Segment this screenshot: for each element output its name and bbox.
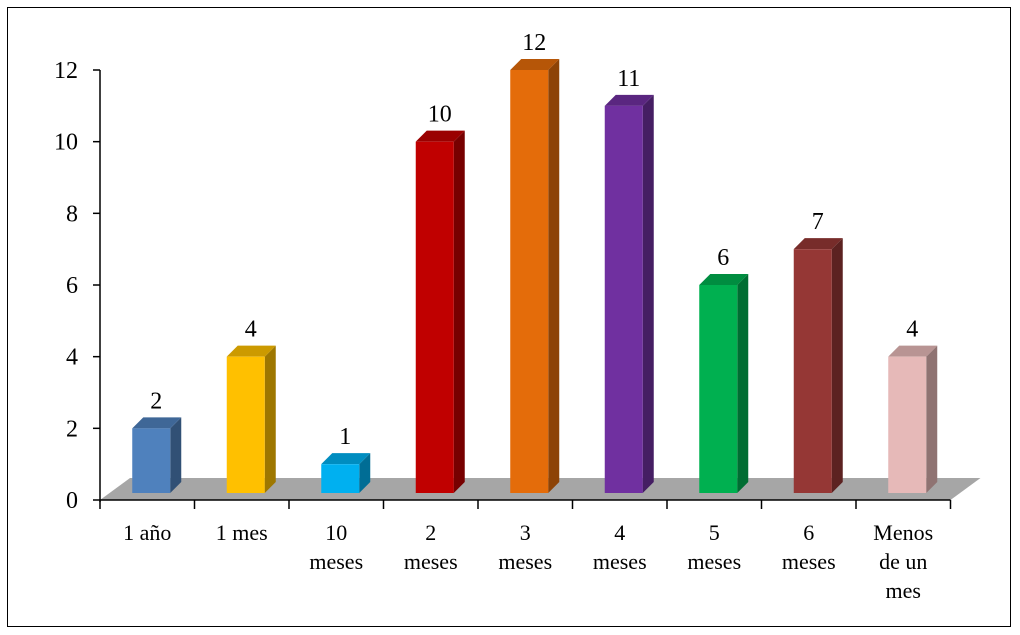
data-label: 4	[906, 317, 918, 343]
x-tick-label-line: meses	[309, 549, 363, 574]
bar	[793, 238, 843, 493]
bar-top	[510, 59, 560, 70]
x-tick-label-line: 1 año	[123, 520, 171, 545]
bar-side	[170, 417, 182, 493]
bar	[604, 94, 654, 493]
bar	[321, 453, 371, 493]
x-tick-label: 5 meses	[687, 520, 741, 574]
x-tick-label-line: 2	[425, 520, 436, 545]
bar-front	[604, 105, 643, 493]
bar	[226, 345, 276, 493]
x-tick-label: 3 meses	[498, 520, 552, 574]
data-label: 12	[522, 30, 546, 56]
bar-top	[321, 453, 371, 465]
bar-side	[737, 274, 749, 493]
x-tick-label-line: meses	[782, 549, 836, 574]
x-tick-label-line: de un	[879, 549, 927, 574]
y-tick-label: 8	[66, 201, 78, 227]
data-label: 4	[245, 317, 257, 343]
x-tick-label: 1 año	[123, 520, 171, 545]
bars	[132, 59, 938, 493]
chart-frame	[7, 7, 1011, 627]
bar-front	[699, 285, 738, 493]
bar	[415, 130, 465, 493]
x-tick-label-line: 1 mes	[216, 520, 268, 545]
bar-top	[415, 130, 465, 142]
x-tick-label-line: 5	[709, 520, 720, 545]
bar	[699, 274, 749, 493]
bar-top	[699, 274, 749, 285]
x-tick-label: 4 meses	[593, 520, 647, 574]
x-tick-label-line: meses	[593, 549, 647, 574]
y-tick-label: 6	[66, 273, 78, 299]
bar-front	[132, 428, 171, 493]
x-tick-label-line: meses	[687, 549, 741, 574]
bar-side	[359, 453, 371, 493]
bar-front	[226, 356, 265, 493]
y-tick-label: 12	[54, 58, 78, 84]
data-label: 6	[717, 245, 729, 271]
data-label: 7	[812, 209, 824, 235]
y-tick-label: 0	[66, 488, 78, 514]
bar-top	[888, 345, 938, 357]
bar-top	[604, 94, 654, 106]
data-label: 10	[428, 102, 452, 128]
bar-side	[548, 59, 560, 493]
x-tick-label: 1 mes	[216, 520, 268, 545]
data-label: 2	[150, 388, 162, 414]
bar-side	[642, 94, 654, 493]
bar-side	[831, 238, 843, 493]
bar-side	[453, 130, 465, 493]
y-tick-label: 10	[54, 130, 78, 156]
bar-front	[888, 356, 927, 493]
bar-top	[132, 417, 182, 429]
x-tick-label: 6 meses	[782, 520, 836, 574]
bar-front	[415, 141, 454, 493]
x-tick-label-line: 6	[803, 520, 814, 545]
x-tick-label-line: Menos	[873, 520, 933, 545]
x-tick-label-line: 10	[325, 520, 347, 545]
x-tick-label: 2 meses	[404, 520, 458, 574]
data-label: 11	[617, 66, 640, 92]
data-label: 1	[339, 424, 351, 450]
y-tick-label: 4	[66, 345, 78, 371]
y-tick-label: 2	[66, 416, 78, 442]
bar-top	[226, 345, 276, 357]
bar-side	[264, 345, 276, 493]
bar	[888, 345, 938, 493]
x-tick-label-line: meses	[498, 549, 552, 574]
x-tick-label-line: 3	[520, 520, 531, 545]
x-tick-label: Menos de un mes	[873, 520, 933, 603]
bar-front	[510, 70, 549, 493]
x-tick-label-line: meses	[404, 549, 458, 574]
bar-side	[926, 345, 938, 493]
x-tick-label-line: mes	[886, 578, 921, 603]
bar-top	[793, 238, 843, 250]
bar-front	[321, 464, 360, 493]
labels: 2 4 1 10 12 11 6 7 4 1 año 1 mes 10 meses 2 meses 3 mese…	[123, 30, 933, 603]
bar	[510, 59, 560, 493]
bar-front	[793, 249, 832, 493]
x-tick-label: 10 meses	[309, 520, 363, 574]
bar	[132, 417, 182, 493]
x-tick-label-line: 4	[614, 520, 625, 545]
